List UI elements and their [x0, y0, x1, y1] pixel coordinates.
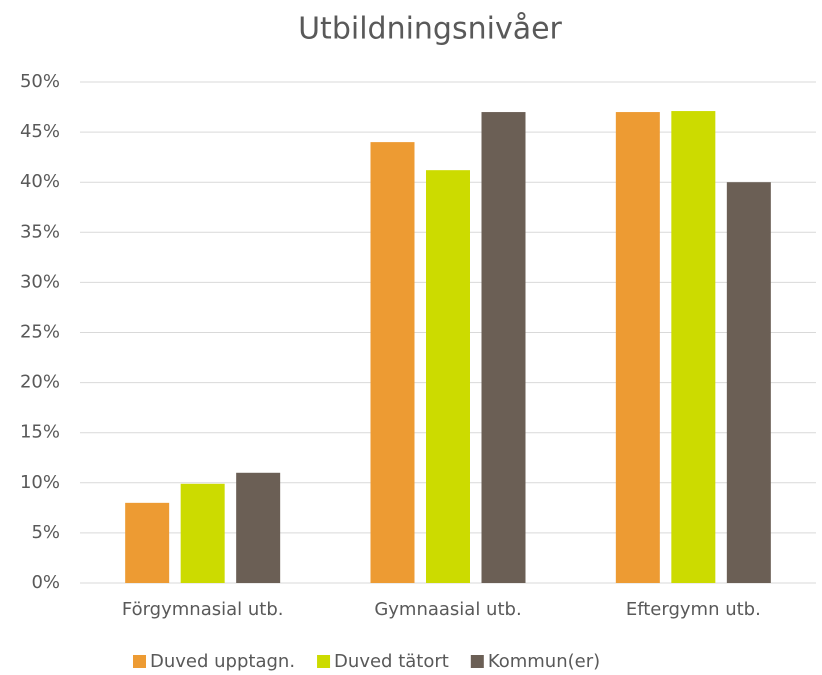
y-tick-label: 40%	[20, 171, 60, 192]
bar	[180, 483, 225, 583]
legend-label: Kommun(er)	[488, 651, 600, 672]
y-tick-label: 15%	[20, 422, 60, 443]
x-tick-label: Förgymnasial utb.	[122, 599, 284, 620]
bar	[615, 112, 660, 583]
bar	[125, 502, 170, 583]
y-tick-label: 5%	[31, 522, 60, 543]
legend-swatch	[470, 655, 484, 668]
y-tick-label: 0%	[31, 572, 60, 593]
y-tick-label: 10%	[20, 472, 60, 493]
legend-swatch	[133, 655, 146, 668]
chart-title: Utbildningsnivåer	[298, 12, 562, 47]
y-tick-label: 35%	[20, 221, 60, 242]
y-tick-label: 50%	[20, 71, 60, 92]
y-tick-label: 25%	[20, 322, 60, 343]
bar	[671, 111, 716, 584]
x-tick-label: Gymnaasial utb.	[374, 599, 521, 620]
legend-label: Duved upptagn.	[150, 651, 295, 672]
y-tick-label: 30%	[20, 271, 60, 292]
y-tick-label: 45%	[20, 121, 60, 142]
bar	[236, 472, 281, 583]
y-tick-label: 20%	[20, 372, 60, 393]
bar	[370, 142, 415, 583]
legend-label: Duved tätort	[334, 651, 449, 672]
bar	[481, 112, 526, 583]
bar	[426, 170, 470, 583]
x-tick-label: Eftergymn utb.	[626, 599, 761, 620]
legend-swatch	[317, 655, 331, 668]
bar	[726, 182, 771, 583]
